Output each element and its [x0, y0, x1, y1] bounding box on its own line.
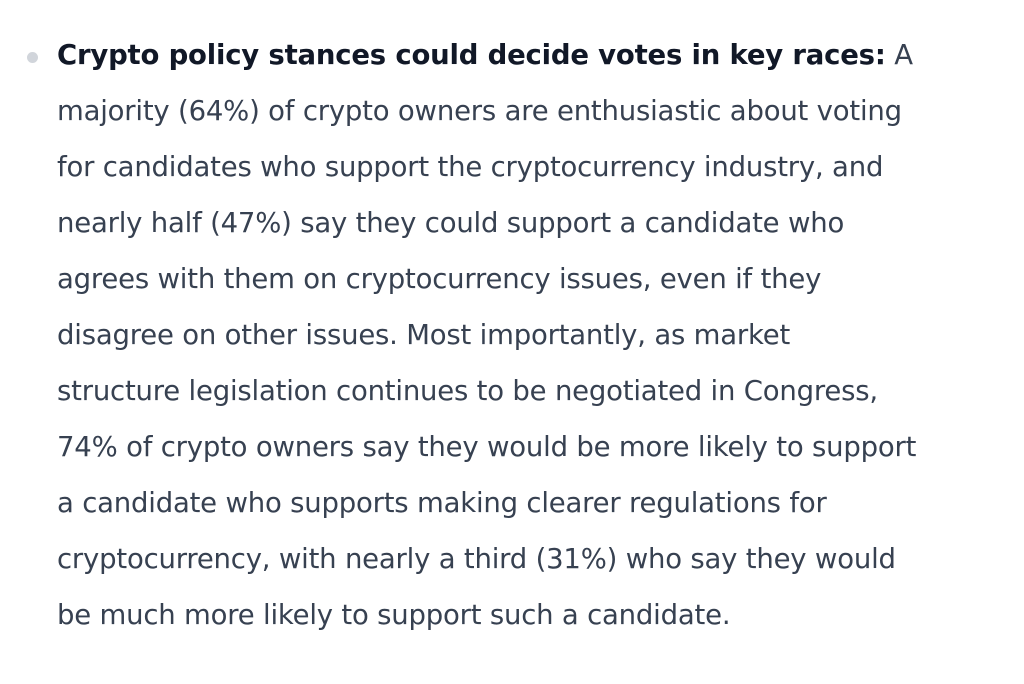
bullet-dot — [27, 52, 38, 63]
bullet-line: nearly half (47%) say they could support… — [57, 207, 845, 239]
bullet-heading: Crypto policy stances could decide votes… — [57, 39, 886, 71]
bullet-line: for candidates who support the cryptocur… — [57, 151, 884, 183]
bullet-line: majority (64%) of crypto owners are enth… — [57, 95, 902, 127]
bullet-line: disagree on other issues. Most important… — [57, 319, 791, 351]
bullet-line: cryptocurrency, with nearly a third (31%… — [57, 543, 896, 575]
bullet-line: a candidate who supports making clearer … — [57, 487, 827, 519]
body-text: A — [885, 39, 913, 71]
bullet-line: Crypto policy stances could decide votes… — [57, 27, 1017, 83]
bullet-line: 74% of crypto owners say they would be m… — [57, 431, 917, 463]
bullet-line: structure legislation continues to be ne… — [57, 375, 878, 407]
bullet-line: agrees with them on cryptocurrency issue… — [57, 263, 822, 295]
bullet-item: Crypto policy stances could decide votes… — [57, 27, 1017, 643]
bullet-line: be much more likely to support such a ca… — [57, 599, 731, 631]
